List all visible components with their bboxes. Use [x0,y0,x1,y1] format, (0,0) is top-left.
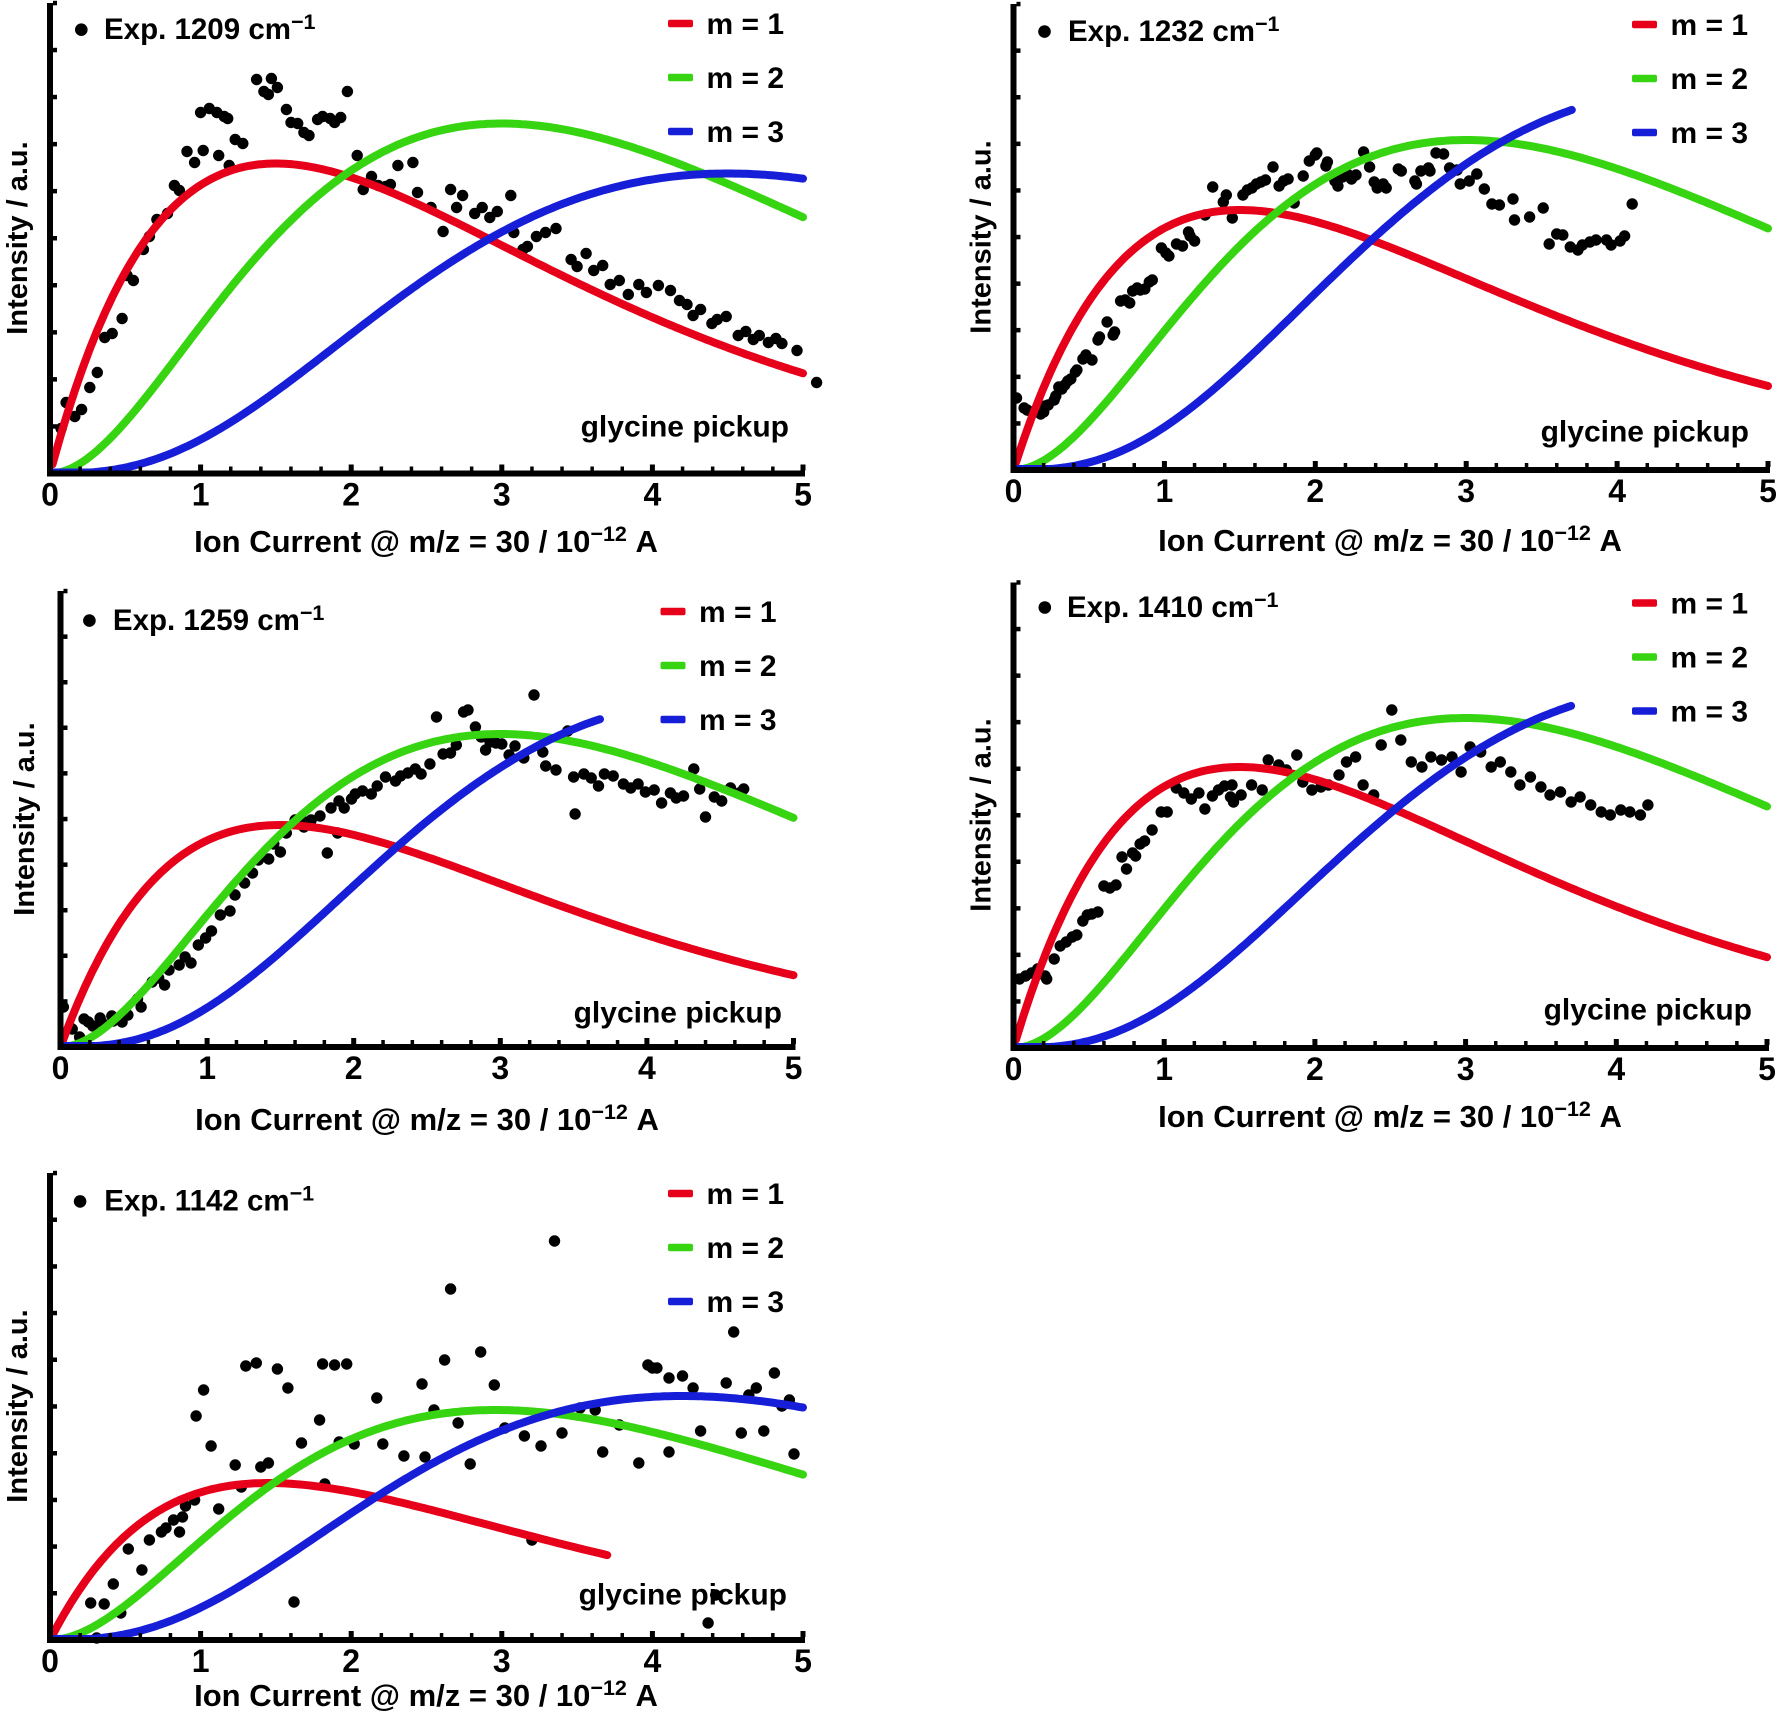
svg-text:Intensity / a.u.: Intensity / a.u. [2,1309,34,1502]
svg-text:3: 3 [491,1050,509,1086]
svg-text:Intensity / a.u.: Intensity / a.u. [966,140,998,333]
svg-text:0: 0 [1005,473,1023,509]
svg-text:5: 5 [794,477,812,513]
svg-text:4: 4 [644,1643,662,1679]
svg-text:4: 4 [644,477,662,513]
svg-text:2: 2 [345,1050,363,1086]
svg-text:glycine pickup: glycine pickup [1544,994,1752,1027]
svg-text:5: 5 [794,1643,812,1679]
svg-text:glycine pickup: glycine pickup [1541,416,1749,449]
svg-text:2: 2 [1306,473,1324,509]
svg-text:Exp. 1209 cm−1: Exp. 1209 cm−1 [104,10,316,46]
svg-text:m = 1: m = 1 [1671,9,1749,42]
svg-text:m = 2: m = 2 [707,62,785,95]
svg-text:Ion Current @ m/z = 30 / 10−12: Ion Current @ m/z = 30 / 10−12 A [1158,521,1622,558]
svg-text:4: 4 [638,1050,656,1086]
svg-text:4: 4 [1607,1051,1625,1087]
svg-text:m = 1: m = 1 [707,1178,785,1211]
svg-text:Exp. 1232 cm−1: Exp. 1232 cm−1 [1068,12,1280,48]
svg-text:glycine pickup: glycine pickup [579,1579,787,1612]
svg-text:4: 4 [1608,473,1626,509]
svg-text:5: 5 [1759,473,1777,509]
svg-text:glycine pickup: glycine pickup [581,411,789,444]
svg-text:Ion Current @ m/z = 30 / 10−12: Ion Current @ m/z = 30 / 10−12 A [194,522,658,559]
svg-text:m = 3: m = 3 [707,116,785,149]
svg-text:3: 3 [1457,1051,1475,1087]
svg-text:Ion Current @ m/z = 30 / 10−12: Ion Current @ m/z = 30 / 10−12 A [194,1676,658,1713]
svg-text:1: 1 [1156,473,1174,509]
svg-text:Exp. 1259 cm−1: Exp. 1259 cm−1 [113,601,325,637]
svg-text:0: 0 [41,1643,59,1679]
svg-text:Intensity / a.u.: Intensity / a.u. [9,722,41,915]
svg-text:2: 2 [1306,1051,1324,1087]
svg-text:Ion Current @ m/z = 30 / 10−12: Ion Current @ m/z = 30 / 10−12 A [1158,1097,1622,1134]
svg-text:m = 1: m = 1 [1671,588,1749,621]
svg-text:m = 2: m = 2 [1671,642,1749,675]
svg-text:5: 5 [1758,1051,1776,1087]
svg-text:2: 2 [342,1643,360,1679]
svg-text:m = 3: m = 3 [1671,117,1749,150]
svg-text:Intensity / a.u.: Intensity / a.u. [966,718,998,911]
svg-text:glycine pickup: glycine pickup [574,997,782,1030]
svg-text:Ion Current @ m/z = 30 / 10−12: Ion Current @ m/z = 30 / 10−12 A [195,1100,659,1137]
svg-text:1: 1 [198,1050,216,1086]
svg-text:m = 1: m = 1 [707,8,785,41]
svg-text:1: 1 [192,1643,210,1679]
svg-text:3: 3 [493,477,511,513]
svg-text:1: 1 [1155,1051,1173,1087]
svg-text:5: 5 [785,1050,803,1086]
svg-text:m = 1: m = 1 [699,596,777,629]
svg-text:m = 3: m = 3 [1671,696,1749,729]
svg-text:0: 0 [41,477,59,513]
svg-text:m = 3: m = 3 [707,1286,785,1319]
svg-text:0: 0 [1005,1051,1023,1087]
svg-text:Exp. 1410 cm−1: Exp. 1410 cm−1 [1067,588,1279,624]
svg-text:3: 3 [1457,473,1475,509]
svg-text:Intensity / a.u.: Intensity / a.u. [2,141,34,334]
svg-text:m = 2: m = 2 [707,1232,785,1265]
svg-text:m = 3: m = 3 [699,704,777,737]
svg-text:1: 1 [192,477,210,513]
svg-text:0: 0 [52,1050,70,1086]
svg-text:m = 2: m = 2 [1671,63,1749,96]
svg-text:m = 2: m = 2 [699,650,777,683]
svg-text:3: 3 [493,1643,511,1679]
svg-text:Exp. 1142 cm−1: Exp. 1142 cm−1 [104,1182,314,1218]
svg-text:2: 2 [342,477,360,513]
